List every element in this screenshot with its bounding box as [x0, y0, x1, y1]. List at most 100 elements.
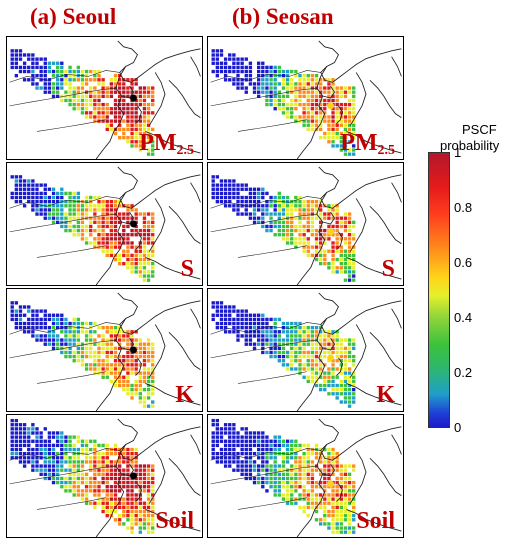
- country-border: [37, 119, 107, 132]
- coastline: [135, 105, 142, 124]
- country-border: [9, 196, 120, 209]
- country-border: [238, 245, 308, 258]
- country-border: [9, 322, 120, 335]
- species-label-main: K: [175, 382, 194, 408]
- coastline: [190, 308, 201, 329]
- pscf-grid-cells: [10, 418, 155, 534]
- coastline: [369, 205, 402, 245]
- pscf-map-panel-seosan-k: K: [207, 288, 404, 412]
- coastline: [318, 166, 402, 209]
- pscf-map-panel-seoul-s: S: [6, 162, 203, 286]
- pscf-map-panel-seosan-soil: Soil: [207, 414, 404, 538]
- coastline: [148, 324, 166, 378]
- coastline: [145, 257, 201, 280]
- species-label: Soil: [155, 509, 194, 533]
- pscf-map: [210, 418, 402, 537]
- coastline: [190, 56, 201, 77]
- country-border: [210, 339, 317, 359]
- country-border: [210, 213, 317, 233]
- coastline: [148, 450, 166, 504]
- coastline: [318, 418, 402, 461]
- species-label: PM2.5: [340, 131, 395, 158]
- country-border: [9, 213, 116, 233]
- colorbar-tick: 0: [454, 420, 462, 435]
- coastline: [168, 205, 201, 245]
- pscf-grid-cells: [211, 175, 356, 282]
- species-label: K: [376, 383, 395, 407]
- coastline: [135, 483, 142, 502]
- country-border: [210, 448, 321, 461]
- species-label: S: [181, 257, 194, 281]
- country-border: [210, 322, 321, 335]
- species-label: Soil: [356, 509, 395, 533]
- species-label-main: S: [180, 256, 194, 282]
- species-label: PM2.5: [139, 130, 194, 158]
- coastline: [346, 131, 402, 154]
- pscf-map-panel-seoul-soil: Soil: [6, 414, 203, 538]
- column-title-seosan: (b) Seosan: [232, 4, 334, 29]
- species-label: S: [382, 257, 395, 281]
- pscf-map: [210, 292, 402, 411]
- coastline: [117, 166, 201, 209]
- pscf-grid-cells: [211, 418, 356, 534]
- pscf-map-panel-seoul-pm25: PM2.5: [6, 36, 203, 160]
- coastline: [318, 292, 402, 335]
- coastline: [135, 231, 142, 250]
- coastline: [168, 457, 201, 497]
- country-border: [9, 87, 116, 107]
- country-border: [37, 371, 107, 384]
- coastline: [145, 383, 201, 406]
- country-border: [37, 497, 107, 510]
- coastline: [190, 434, 201, 455]
- country-border: [238, 371, 308, 384]
- country-border: [37, 245, 107, 258]
- coastline: [391, 434, 402, 455]
- species-label-main: K: [376, 382, 395, 408]
- coastline: [145, 131, 201, 154]
- colorbar-tick: 0.6: [454, 255, 473, 270]
- colorbar-tick: 0.4: [454, 310, 473, 325]
- column-title-seoul: (a) Seoul: [30, 4, 117, 29]
- receptor-site-marker: [130, 220, 137, 228]
- species-label-main: PM: [139, 130, 177, 156]
- coastline: [95, 347, 125, 411]
- coastline: [391, 308, 402, 329]
- coastline: [95, 221, 125, 285]
- coastline: [148, 198, 166, 252]
- country-border: [9, 448, 120, 461]
- coastline: [117, 418, 201, 461]
- coastline: [318, 40, 402, 83]
- country-border: [238, 119, 308, 132]
- country-border: [9, 465, 116, 485]
- coastline: [336, 483, 343, 502]
- coastline: [346, 383, 402, 406]
- coastline: [117, 292, 201, 335]
- species-label-main: Soil: [155, 508, 194, 534]
- receptor-site-marker: [130, 94, 137, 102]
- coastline: [369, 331, 402, 371]
- colorbar-title-line2: probability: [440, 138, 500, 153]
- coastline: [349, 72, 367, 126]
- pscf-grid-cells: [10, 49, 155, 156]
- receptor-site-marker: [130, 472, 137, 480]
- country-border: [9, 70, 120, 83]
- country-border: [210, 196, 321, 209]
- country-border: [9, 339, 116, 359]
- colorbar-tick: 0.8: [454, 200, 473, 215]
- colorbar-tick: 0.2: [454, 365, 473, 380]
- pscf-grid-cells: [211, 49, 356, 156]
- coastline: [391, 56, 402, 77]
- coastline: [336, 105, 343, 124]
- coastline: [296, 221, 326, 285]
- pscf-map: [210, 40, 402, 159]
- coastline: [145, 509, 201, 532]
- coastline: [336, 231, 343, 250]
- colorbar-title-line1: PSCF: [462, 122, 497, 137]
- receptor-site-marker: [327, 102, 335, 110]
- coastline: [349, 324, 367, 378]
- coastline: [349, 450, 367, 504]
- country-border: [210, 87, 317, 107]
- coastline: [349, 198, 367, 252]
- coastline: [369, 79, 402, 119]
- pscf-map-panel-seosan-pm25: PM2.5: [207, 36, 404, 160]
